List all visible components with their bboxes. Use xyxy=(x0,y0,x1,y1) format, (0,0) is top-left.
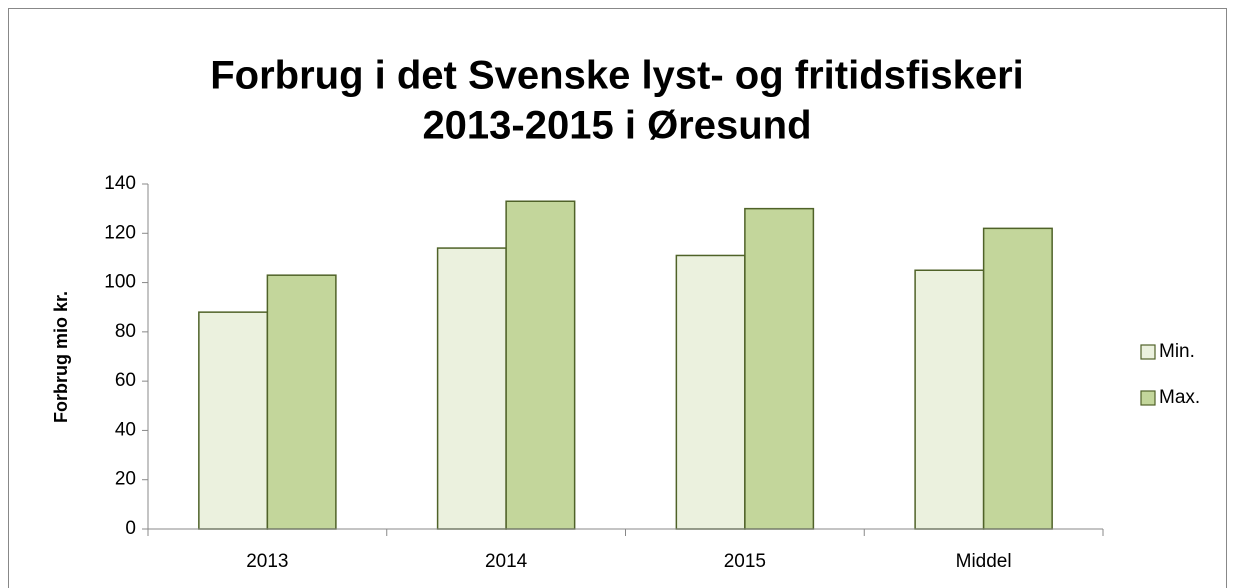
y-tick-label: 100 xyxy=(104,272,136,293)
y-tick-label: 140 xyxy=(104,173,136,194)
chart-title: Forbrug i det Svenske lyst- og fritidsfi… xyxy=(210,54,1024,98)
legend-label: Max. xyxy=(1159,387,1200,408)
y-tick-label: 40 xyxy=(115,419,136,440)
y-tick-label: 0 xyxy=(125,518,136,539)
y-axis-label: Forbrug mio kr. xyxy=(51,291,71,423)
bar xyxy=(266,274,337,530)
bar xyxy=(914,269,985,530)
legend-swatch xyxy=(1140,390,1156,406)
bar xyxy=(675,254,746,530)
y-tick-label: 120 xyxy=(104,222,136,243)
chart-title: 2013-2015 i Øresund xyxy=(422,104,811,148)
bar xyxy=(982,227,1053,530)
bar xyxy=(198,311,269,530)
bar xyxy=(436,247,507,530)
bar xyxy=(505,200,576,530)
x-tick-label: 2015 xyxy=(724,551,766,572)
y-tick-label: 20 xyxy=(115,469,136,490)
y-tick-label: 60 xyxy=(115,370,136,391)
x-tick-label: Middel xyxy=(956,551,1012,572)
legend-label: Min. xyxy=(1159,341,1195,362)
y-tick-label: 80 xyxy=(115,321,136,342)
bar xyxy=(744,207,815,530)
x-tick-label: 2013 xyxy=(246,551,288,572)
legend-swatch xyxy=(1140,344,1156,360)
x-tick-label: 2014 xyxy=(485,551,528,572)
